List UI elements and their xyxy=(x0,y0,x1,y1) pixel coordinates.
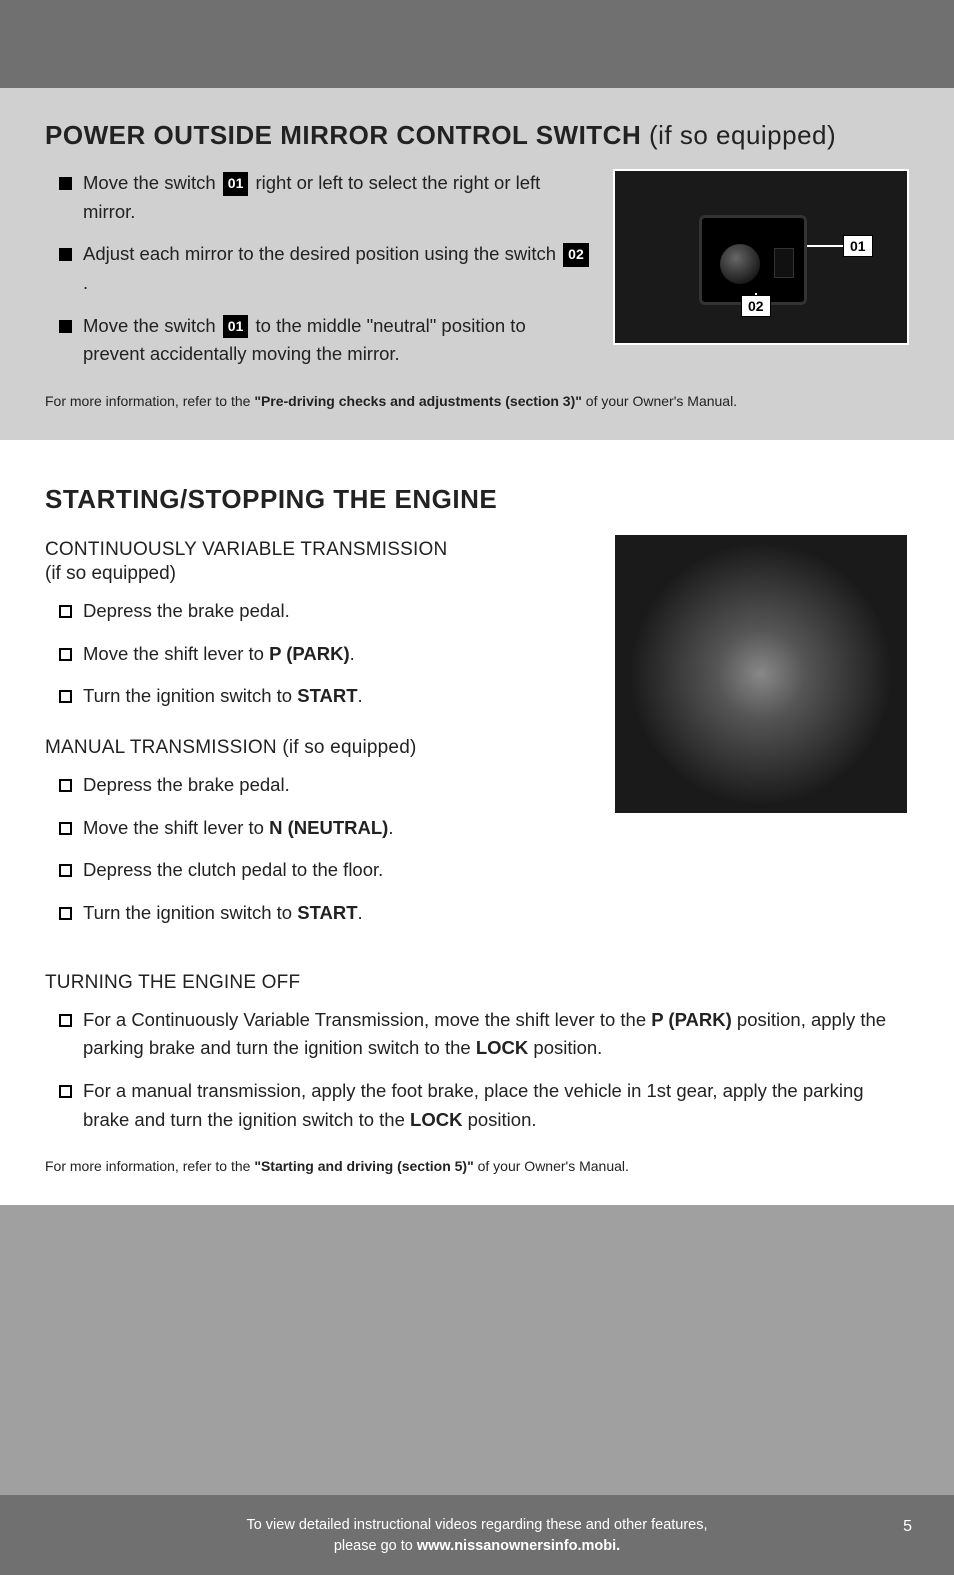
section1-title-bold: POWER OUTSIDE MIRROR CONTROL SWITCH xyxy=(45,120,641,150)
bullet-text: Depress the brake pedal. xyxy=(83,774,290,795)
section2-text-col: CONTINUOUSLY VARIABLE TRANSMISSION (if s… xyxy=(45,533,591,942)
mt-subhead-pre: MANUAL TRANSMISSION xyxy=(45,737,282,758)
engine-section: STARTING/STOPPING THE ENGINE CONTINUOUSL… xyxy=(0,444,954,1205)
ignition-switch-image xyxy=(613,533,909,815)
mirror-switch-image: 01 02 xyxy=(613,169,909,345)
section2-footnote: For more information, refer to the "Star… xyxy=(45,1156,909,1177)
bullet-bold: LOCK xyxy=(476,1037,528,1058)
bullet-text-pre: For a Continuously Variable Transmission… xyxy=(83,1009,651,1030)
callout-line xyxy=(807,245,845,247)
bullet-text-pre: Adjust each mirror to the desired positi… xyxy=(83,243,561,264)
cvt-subhead-note: (if so equipped) xyxy=(45,563,591,585)
bullet-bold: N (NEUTRAL) xyxy=(269,817,388,838)
off-bullets: For a Continuously Variable Transmission… xyxy=(45,1006,909,1135)
section1-footnote: For more information, refer to the "Pre-… xyxy=(45,391,909,412)
mirror-control-section: POWER OUTSIDE MIRROR CONTROL SWITCH (if … xyxy=(0,88,954,440)
cvt-bullets: Depress the brake pedal. Move the shift … xyxy=(45,597,591,711)
footnote-bold: "Pre-driving checks and adjustments (sec… xyxy=(254,393,582,409)
mirror-slider-graphic xyxy=(774,248,794,278)
section2-image-col xyxy=(613,533,909,942)
bullet-text-pre: Move the shift lever to xyxy=(83,817,269,838)
bullet-text-pre: Move the switch xyxy=(83,315,221,336)
bullet-item: Depress the brake pedal. xyxy=(45,771,591,800)
section1-two-col: Move the switch 01 right or left to sele… xyxy=(45,169,909,383)
bullet-text-post: . xyxy=(358,902,363,923)
footer-url: www.nissanownersinfo.mobi. xyxy=(417,1538,620,1554)
callout-01: 01 xyxy=(843,235,873,257)
bullet-text-pre: Turn the ignition switch to xyxy=(83,685,297,706)
bullet-text-post: . xyxy=(350,643,355,664)
footnote-post: of your Owner's Manual. xyxy=(582,393,737,409)
footnote-post: of your Owner's Manual. xyxy=(474,1158,629,1174)
bullet-text-post: . xyxy=(388,817,393,838)
footnote-pre: For more information, refer to the xyxy=(45,393,254,409)
bullet-bold: P (PARK) xyxy=(269,643,350,664)
bullet-bold: START xyxy=(297,902,357,923)
bullet-text: Depress the clutch pedal to the floor. xyxy=(83,859,383,880)
num-badge: 01 xyxy=(223,172,249,196)
footnote-pre: For more information, refer to the xyxy=(45,1158,254,1174)
bullet-item: Move the switch 01 right or left to sele… xyxy=(45,169,591,226)
bullet-text: Depress the brake pedal. xyxy=(83,600,290,621)
bullet-item: Move the shift lever to P (PARK). xyxy=(45,640,591,669)
section1-text-col: Move the switch 01 right or left to sele… xyxy=(45,169,591,383)
num-badge: 01 xyxy=(223,315,249,339)
section1-title: POWER OUTSIDE MIRROR CONTROL SWITCH (if … xyxy=(45,120,909,151)
bullet-item: For a manual transmission, apply the foo… xyxy=(45,1077,909,1134)
bullet-text-post: . xyxy=(358,685,363,706)
section2-title: STARTING/STOPPING THE ENGINE xyxy=(45,484,909,515)
bullet-item: Turn the ignition switch to START. xyxy=(45,899,591,928)
bullet-text-pre: Move the switch xyxy=(83,172,221,193)
cvt-subhead: CONTINUOUSLY VARIABLE TRANSMISSION xyxy=(45,539,591,561)
off-subhead: TURNING THE ENGINE OFF xyxy=(45,972,909,994)
page: POWER OUTSIDE MIRROR CONTROL SWITCH (if … xyxy=(0,0,954,1575)
num-badge: 02 xyxy=(563,243,589,267)
bullet-text-post: . xyxy=(83,272,88,293)
bullet-item: Move the shift lever to N (NEUTRAL). xyxy=(45,814,591,843)
page-footer: To view detailed instructional videos re… xyxy=(0,1495,954,1575)
section1-bullets: Move the switch 01 right or left to sele… xyxy=(45,169,591,369)
bullet-item: Adjust each mirror to the desired positi… xyxy=(45,240,591,297)
bullet-item: Move the switch 01 to the middle "neutra… xyxy=(45,312,591,369)
bullet-item: Depress the clutch pedal to the floor. xyxy=(45,856,591,885)
footer-line2: please go to www.nissanownersinfo.mobi. xyxy=(0,1536,954,1557)
bullet-item: Turn the ignition switch to START. xyxy=(45,682,591,711)
bullet-bold: P (PARK) xyxy=(651,1009,732,1030)
mt-bullets: Depress the brake pedal. Move the shift … xyxy=(45,771,591,928)
mirror-knob-graphic xyxy=(720,244,760,284)
bullet-item: Depress the brake pedal. xyxy=(45,597,591,626)
footnote-bold: "Starting and driving (section 5)" xyxy=(254,1158,473,1174)
mirror-panel-graphic xyxy=(699,215,807,305)
top-banner xyxy=(0,0,954,88)
section1-image-col: 01 02 xyxy=(613,169,909,383)
mt-subhead-note: (if so equipped) xyxy=(282,737,416,758)
footer-line2-pre: please go to xyxy=(334,1538,417,1554)
page-number: 5 xyxy=(903,1515,912,1538)
bullet-text-post: position. xyxy=(462,1109,536,1130)
bullet-bold: START xyxy=(297,685,357,706)
mt-subhead: MANUAL TRANSMISSION (if so equipped) xyxy=(45,737,591,759)
bullet-text-post: position. xyxy=(528,1037,602,1058)
callout-02: 02 xyxy=(741,295,771,317)
bullet-text-pre: Move the shift lever to xyxy=(83,643,269,664)
bullet-bold: LOCK xyxy=(410,1109,462,1130)
section1-title-light: (if so equipped) xyxy=(641,120,836,150)
section2-two-col: CONTINUOUSLY VARIABLE TRANSMISSION (if s… xyxy=(45,533,909,942)
footer-line1: To view detailed instructional videos re… xyxy=(0,1515,954,1536)
bullet-item: For a Continuously Variable Transmission… xyxy=(45,1006,909,1063)
bullet-text-pre: Turn the ignition switch to xyxy=(83,902,297,923)
